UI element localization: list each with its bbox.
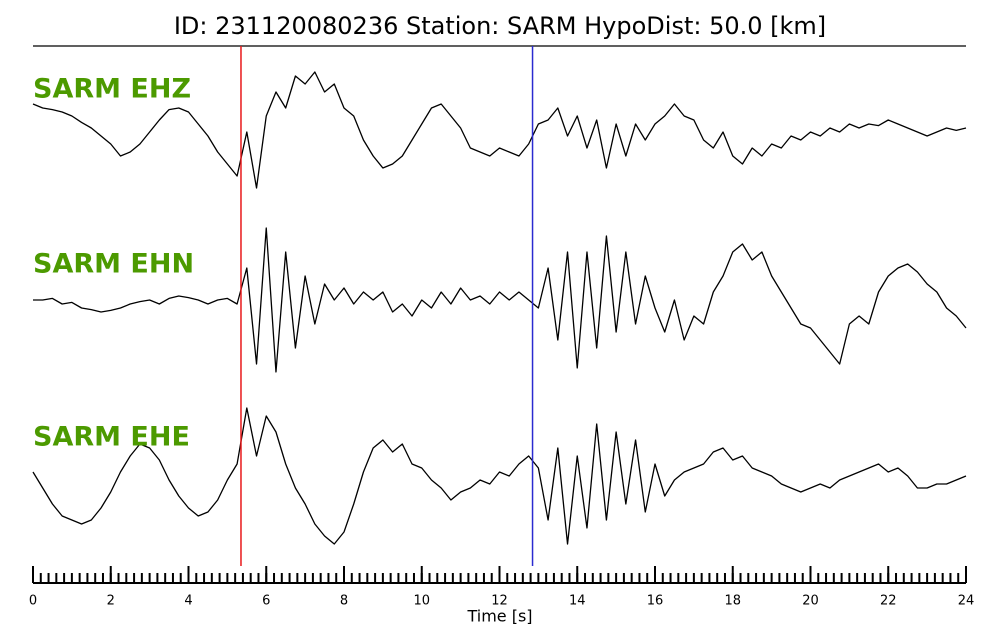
waveform [32,407,967,545]
trace-label: SARM EHE [33,422,190,453]
x-tick-label: 2 [107,594,115,609]
trace-label: SARM EHZ [33,74,191,105]
trace-label: SARM EHN [33,249,194,280]
x-tick-label: 24 [958,594,975,609]
x-tick-label: 6 [262,594,270,609]
x-tick-label: 10 [413,594,430,609]
x-tick-label: 8 [340,594,348,609]
x-tick-label: 20 [802,594,819,609]
chart-title: ID: 231120080236 Station: SARM HypoDist:… [174,12,826,40]
x-tick-label: 0 [29,594,37,609]
x-tick-label: 4 [184,594,192,609]
waveform [33,227,967,373]
x-axis-label: Time [s] [466,607,532,626]
x-tick-label: 16 [647,594,664,609]
waveform [32,71,967,189]
x-tick-label: 18 [724,594,741,609]
x-tick-label: 12 [491,594,508,609]
x-tick-label: 14 [569,594,586,609]
x-tick-label: 22 [880,594,897,609]
